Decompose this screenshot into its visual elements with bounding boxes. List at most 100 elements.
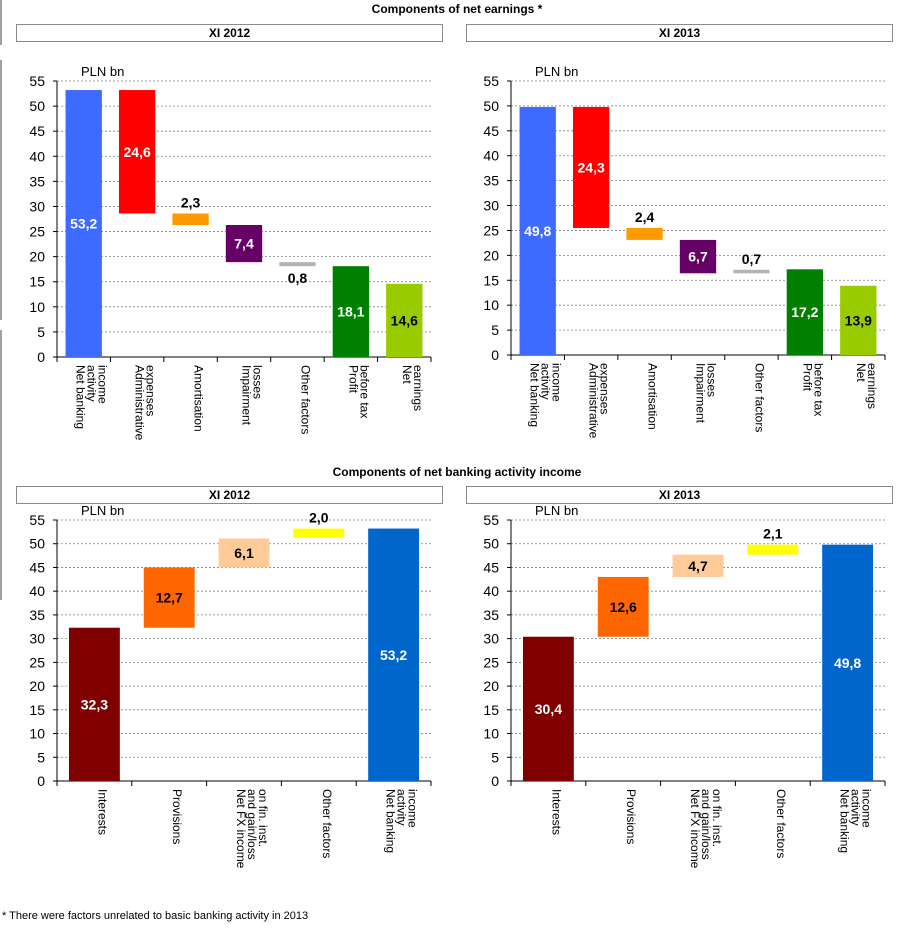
unit-label: PLN bn: [535, 64, 578, 79]
x-tick-label: activity: [85, 365, 99, 402]
bar: [332, 266, 370, 357]
bar: [65, 90, 102, 358]
bar-value-label: 49,8: [524, 223, 551, 239]
x-tick-label: Net FX income: [688, 789, 702, 869]
bar-value-label: 32,3: [81, 696, 108, 712]
y-tick-label: 5: [37, 749, 45, 765]
bar: [218, 538, 270, 568]
x-tick-label: income: [96, 365, 110, 404]
y-tick-label: 35: [29, 173, 45, 189]
bar: [368, 528, 420, 781]
bar: [597, 576, 649, 637]
net-banking-income-chart-2013: 0 5 10 15 20 25 30 35 40 45 50 55 PLN bn 30,4 12,6 4,7 2…: [483, 503, 886, 869]
x-tick-label: activity: [539, 363, 553, 400]
y-tick-label: 55: [29, 73, 45, 89]
y-tick-label: 50: [483, 536, 499, 552]
x-tick-label: Interests: [549, 789, 563, 835]
x-tick-label: Provisions: [170, 789, 184, 844]
y-tick-label: 25: [29, 654, 45, 670]
bar: [626, 227, 663, 240]
bottom-section-title: Components of net banking activity incom…: [332, 465, 582, 479]
panel-header-bottom-right: XI 2013: [466, 486, 893, 504]
y-tick-label: 20: [483, 247, 499, 263]
y-tick-label: 10: [29, 726, 45, 742]
x-tick-label: expenses: [144, 365, 158, 416]
bar-value-label: 6,1: [234, 545, 254, 561]
x-tick-label: expenses: [598, 363, 612, 414]
bar-value-label: 2,1: [763, 526, 783, 542]
bar: [679, 239, 717, 274]
bar-value-label: 53,2: [380, 647, 407, 663]
x-tick-label: activity: [849, 789, 863, 826]
bar-value-label: 24,6: [124, 144, 151, 160]
x-tick-label: Administrative: [133, 365, 147, 441]
y-tick-label: 35: [483, 173, 499, 189]
bar: [840, 285, 877, 355]
x-tick-label: Net banking: [384, 789, 398, 853]
y-tick-label: 55: [29, 512, 45, 528]
x-tick-label: Amortisation: [192, 365, 206, 432]
y-tick-label: 30: [29, 198, 45, 214]
x-tick-label: income: [860, 789, 874, 828]
panel-header-top-left: XI 2012: [16, 24, 443, 42]
x-tick-label: Interests: [95, 789, 109, 835]
bar-value-label: 12,7: [156, 590, 183, 606]
net-earnings-chart-2013: 0 5 10 15 20 25 30 35 40 45 50 55 PLN bn 49,8 24,3 2,4 6…: [483, 64, 886, 439]
y-tick-label: 45: [483, 123, 499, 139]
y-tick-label: 10: [483, 726, 499, 742]
bar: [68, 627, 120, 781]
y-tick-label: 40: [29, 148, 45, 164]
x-tick-label: Impairment: [694, 363, 708, 424]
bar-value-label: 7,4: [234, 236, 254, 252]
bar: [225, 225, 263, 263]
bar: [733, 269, 770, 274]
y-tick-label: 35: [29, 607, 45, 623]
x-tick-label: Profit: [346, 365, 360, 394]
x-tick-label: on fin. inst.: [256, 789, 270, 847]
x-tick-label: Net FX income: [234, 789, 248, 869]
bar-value-label: 30,4: [535, 701, 562, 717]
x-tick-label: income: [550, 363, 564, 402]
panel-header-top-right: XI 2013: [466, 24, 893, 42]
bar: [279, 262, 316, 267]
x-tick-label: activity: [395, 789, 409, 826]
net-banking-income-chart-2012: 0 5 10 15 20 25 30 35 40 45 50 55 PLN bn 32,3 12,7 6,1 2…: [29, 503, 432, 869]
y-tick-label: 20: [29, 678, 45, 694]
y-tick-label: 20: [483, 678, 499, 694]
bar-value-label: 17,2: [791, 304, 818, 320]
y-tick-label: 45: [29, 559, 45, 575]
bar: [786, 269, 824, 355]
unit-label: PLN bn: [535, 503, 578, 518]
bar: [118, 90, 156, 214]
y-tick-label: 25: [483, 222, 499, 238]
x-tick-label: earnings: [865, 363, 879, 409]
bar-value-label: 0,8: [288, 270, 308, 286]
y-tick-label: 25: [483, 654, 499, 670]
x-tick-label: Other factors: [320, 789, 334, 858]
net-earnings-chart-2012: 0 5 10 15 20 25 30 35 40 45 50 55 PLN bn 53,2 24,6 2,3 7…: [29, 64, 432, 441]
unit-label: PLN bn: [81, 64, 124, 79]
side-divider: [0, 0, 2, 45]
bar: [522, 636, 574, 781]
y-tick-label: 40: [29, 583, 45, 599]
bar-value-label: 2,0: [309, 510, 329, 526]
y-tick-label: 45: [483, 559, 499, 575]
y-tick-label: 20: [29, 249, 45, 265]
y-tick-label: 30: [29, 631, 45, 647]
bar: [519, 106, 556, 355]
y-tick-label: 5: [491, 322, 499, 338]
y-tick-label: 45: [29, 123, 45, 139]
bar-value-label: 18,1: [337, 304, 364, 320]
y-tick-label: 30: [483, 631, 499, 647]
bar-value-label: 49,8: [834, 655, 861, 671]
bar-value-label: 2,3: [181, 194, 201, 210]
x-tick-label: Profit: [800, 363, 814, 392]
footnote: * There were factors unrelated to basic …: [2, 910, 309, 922]
x-tick-label: Net: [854, 363, 868, 382]
y-tick-label: 40: [483, 148, 499, 164]
y-tick-label: 15: [483, 702, 499, 718]
y-tick-label: 15: [29, 274, 45, 290]
top-section-title: Components of net earnings *: [371, 2, 543, 16]
bar: [822, 544, 874, 781]
bar: [672, 554, 724, 577]
